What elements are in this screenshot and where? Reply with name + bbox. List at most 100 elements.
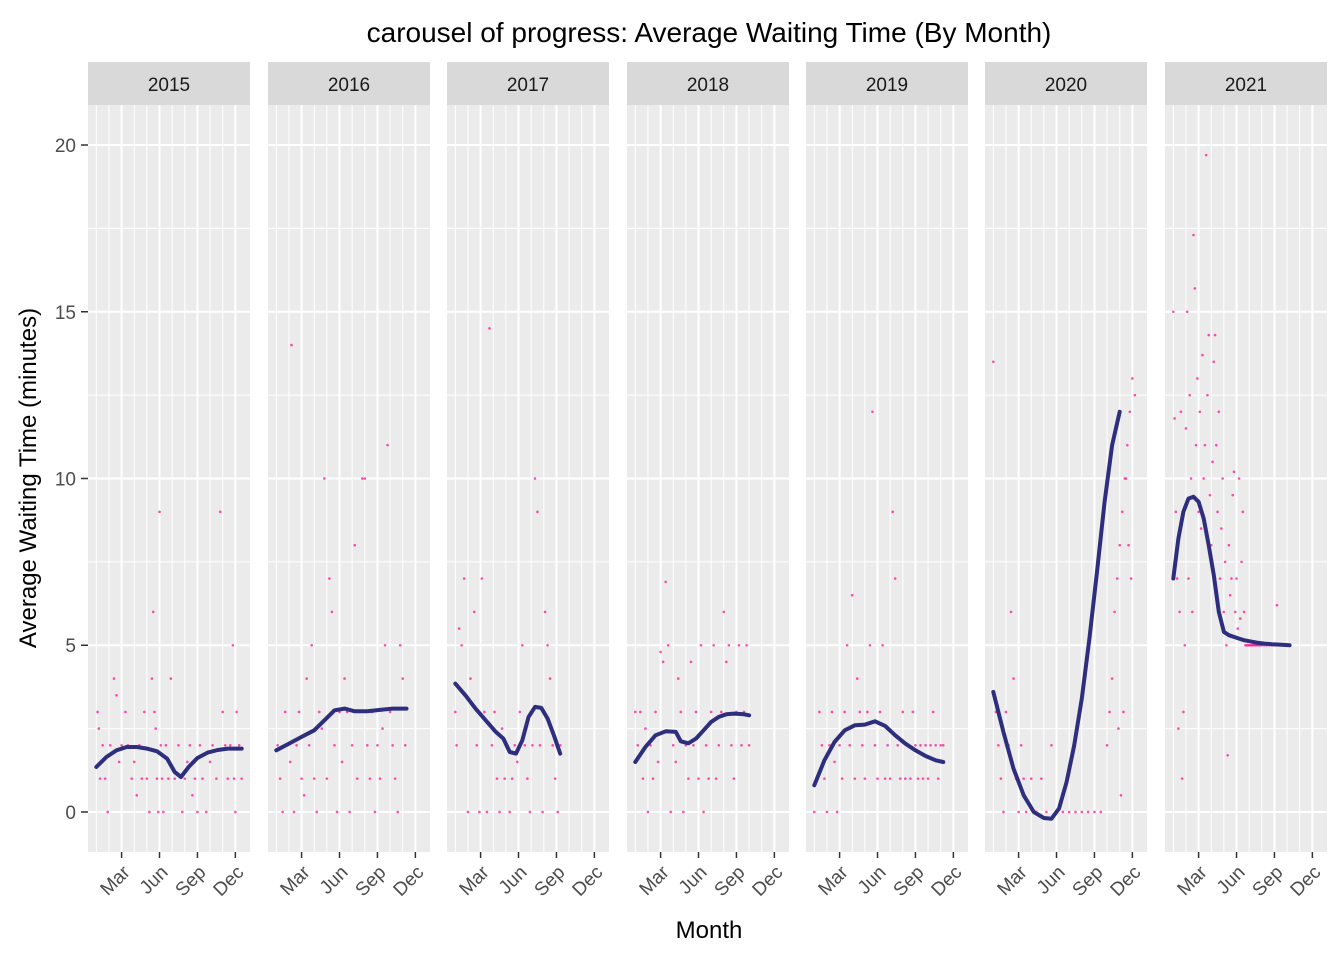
data-point [490, 743, 494, 747]
data-point [893, 577, 897, 580]
x-tick-label: Mar [97, 862, 135, 900]
facet-strip [1165, 62, 1327, 105]
data-point [1187, 577, 1190, 580]
data-point [1223, 560, 1227, 564]
data-point [692, 743, 695, 747]
data-point [886, 743, 889, 747]
data-point [135, 794, 139, 797]
data-point [1208, 493, 1212, 497]
data-point [727, 643, 731, 647]
data-point [1172, 310, 1175, 314]
data-point [916, 777, 920, 780]
data-point [232, 777, 236, 780]
data-point [730, 743, 733, 747]
data-point [556, 810, 560, 814]
data-point [659, 650, 662, 654]
data-point [1022, 777, 1025, 780]
facet-panel-2020: 2020 Mar Jun Sep Dec [985, 62, 1147, 901]
data-point [307, 743, 311, 747]
data-point [1002, 810, 1005, 814]
data-point [173, 777, 176, 780]
data-point [297, 710, 301, 714]
data-point [1226, 753, 1229, 757]
data-point [235, 710, 238, 714]
data-point [350, 743, 354, 747]
data-point [140, 777, 144, 780]
data-point [1214, 443, 1218, 447]
data-point [1228, 593, 1232, 597]
data-point [1189, 477, 1193, 480]
data-point [929, 743, 932, 747]
data-point [1110, 677, 1114, 680]
data-point [281, 810, 284, 814]
data-point [840, 777, 844, 780]
data-point [868, 643, 872, 647]
data-point [305, 677, 308, 680]
x-tick-label: Jun [316, 862, 353, 899]
data-point [115, 693, 118, 697]
data-point [376, 743, 379, 747]
data-point [155, 777, 159, 780]
data-point [1213, 333, 1217, 337]
data-point [180, 810, 184, 814]
data-point [1227, 543, 1231, 547]
x-tick-label: Jun [675, 862, 712, 899]
data-point [108, 743, 112, 747]
data-point [153, 710, 156, 714]
data-point [553, 777, 557, 780]
facet-strip-label: 2021 [1225, 75, 1267, 96]
x-tick-label: Jun [1033, 862, 1070, 899]
data-point [676, 677, 680, 680]
data-point [1241, 510, 1245, 514]
x-tick-label: Dec [210, 862, 249, 901]
data-point [295, 743, 298, 747]
data-point [526, 777, 529, 780]
data-point [536, 510, 539, 514]
data-point [1212, 360, 1216, 364]
data-point [204, 810, 208, 814]
data-point [1019, 743, 1023, 747]
data-point [124, 710, 127, 714]
data-point [1217, 410, 1221, 414]
data-point [697, 777, 700, 780]
data-point [646, 810, 650, 814]
data-point [546, 643, 549, 647]
data-point [543, 610, 547, 614]
data-point [830, 710, 834, 714]
data-point [725, 660, 728, 664]
data-point [472, 610, 476, 614]
data-point [480, 577, 484, 580]
data-point [360, 477, 364, 480]
facet-strip [447, 62, 609, 105]
data-point [234, 810, 237, 814]
data-point [218, 510, 222, 514]
x-tick-label: Sep [890, 862, 929, 901]
data-point [353, 543, 356, 547]
facet-strip-label: 2020 [1045, 75, 1087, 96]
facet-panel-2021: 2021 Mar Jun Sep Dec [1165, 62, 1327, 901]
data-point [330, 610, 334, 614]
data-point [1218, 577, 1222, 580]
facet-strip-label: 2019 [866, 75, 908, 96]
data-point [183, 777, 187, 780]
data-point [845, 643, 849, 647]
data-point [188, 743, 192, 747]
data-point [193, 777, 197, 780]
y-tick-label: 0 [65, 803, 76, 824]
data-point [475, 743, 479, 747]
data-point [1126, 443, 1129, 447]
data-point [843, 710, 846, 714]
data-point [120, 743, 123, 747]
data-point [158, 510, 161, 514]
data-point [455, 743, 458, 747]
data-point [911, 710, 915, 714]
data-point [1204, 153, 1208, 157]
data-point [1190, 610, 1194, 614]
data-point [838, 743, 841, 747]
data-point [747, 743, 751, 747]
data-point [1221, 477, 1224, 480]
data-point [1242, 610, 1246, 614]
data-point [1115, 577, 1119, 580]
